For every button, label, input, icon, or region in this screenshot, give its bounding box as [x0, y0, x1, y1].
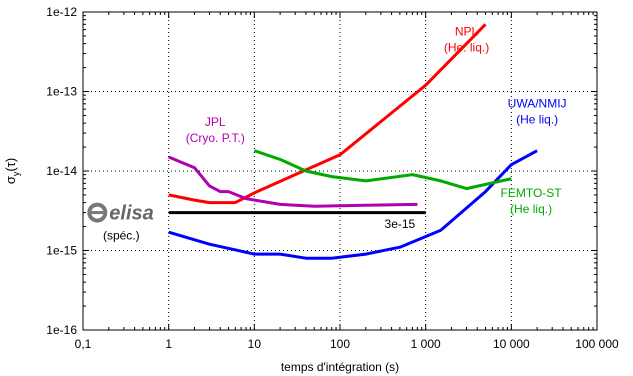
y-tick-label: 1e-15 — [46, 244, 77, 258]
series-label-npl: (He. liq.) — [444, 41, 489, 55]
x-tick-label: 1 000 — [411, 337, 441, 351]
elisa-logo-emblem-bar — [91, 211, 104, 215]
tick-labels: 0,1 1 10 100 1 000 10 000 100 000 1e-16 1e-15 1e-… — [46, 5, 619, 351]
series-label-femto: FEMTO-ST — [501, 186, 563, 200]
series-line-npl — [168, 23, 487, 205]
x-tick-label: 10 000 — [493, 337, 530, 351]
series-annotation-lisa: 3e-15 — [385, 217, 416, 231]
elisa-logo: elisa — [87, 202, 154, 225]
y-tick-label: 1e-16 — [46, 323, 77, 337]
series-label-uwa: UWA/NMIJ — [508, 97, 567, 111]
series-label-uwa: (He liq.) — [516, 113, 558, 127]
x-tick-label: 0,1 — [75, 337, 92, 351]
elisa-logo-text: elisa — [109, 203, 153, 225]
data-series — [168, 23, 538, 260]
series-line-uwa — [168, 149, 538, 260]
series-label-femto: (He liq.) — [510, 202, 552, 216]
y-axis-label: σy(τ) — [3, 158, 21, 184]
series-line-femto — [253, 149, 512, 191]
series-line-jpl — [168, 155, 418, 208]
x-tick-label: 100 — [330, 337, 350, 351]
series-label-npl: NPL — [455, 25, 479, 39]
plot-frame — [82, 11, 598, 331]
y-tick-label: 1e-12 — [46, 5, 77, 19]
x-tick-label: 100 000 — [575, 337, 619, 351]
x-tick-label: 10 — [248, 337, 262, 351]
series-label-lisa: (spéc.) — [103, 228, 140, 242]
y-tick-label: 1e-13 — [46, 85, 77, 99]
grid-lines — [83, 12, 597, 330]
series-labels: NPL (He. liq.) JPL (Cryo. P.T.) UWA/NMIJ (He … — [103, 25, 567, 243]
y-tick-label: 1e-14 — [46, 164, 77, 178]
x-tick-label: 1 — [165, 337, 172, 351]
series-label-jpl: (Cryo. P.T.) — [186, 131, 245, 145]
series-label-jpl: JPL — [205, 115, 226, 129]
x-axis-label: temps d'intégration (s) — [281, 360, 399, 374]
